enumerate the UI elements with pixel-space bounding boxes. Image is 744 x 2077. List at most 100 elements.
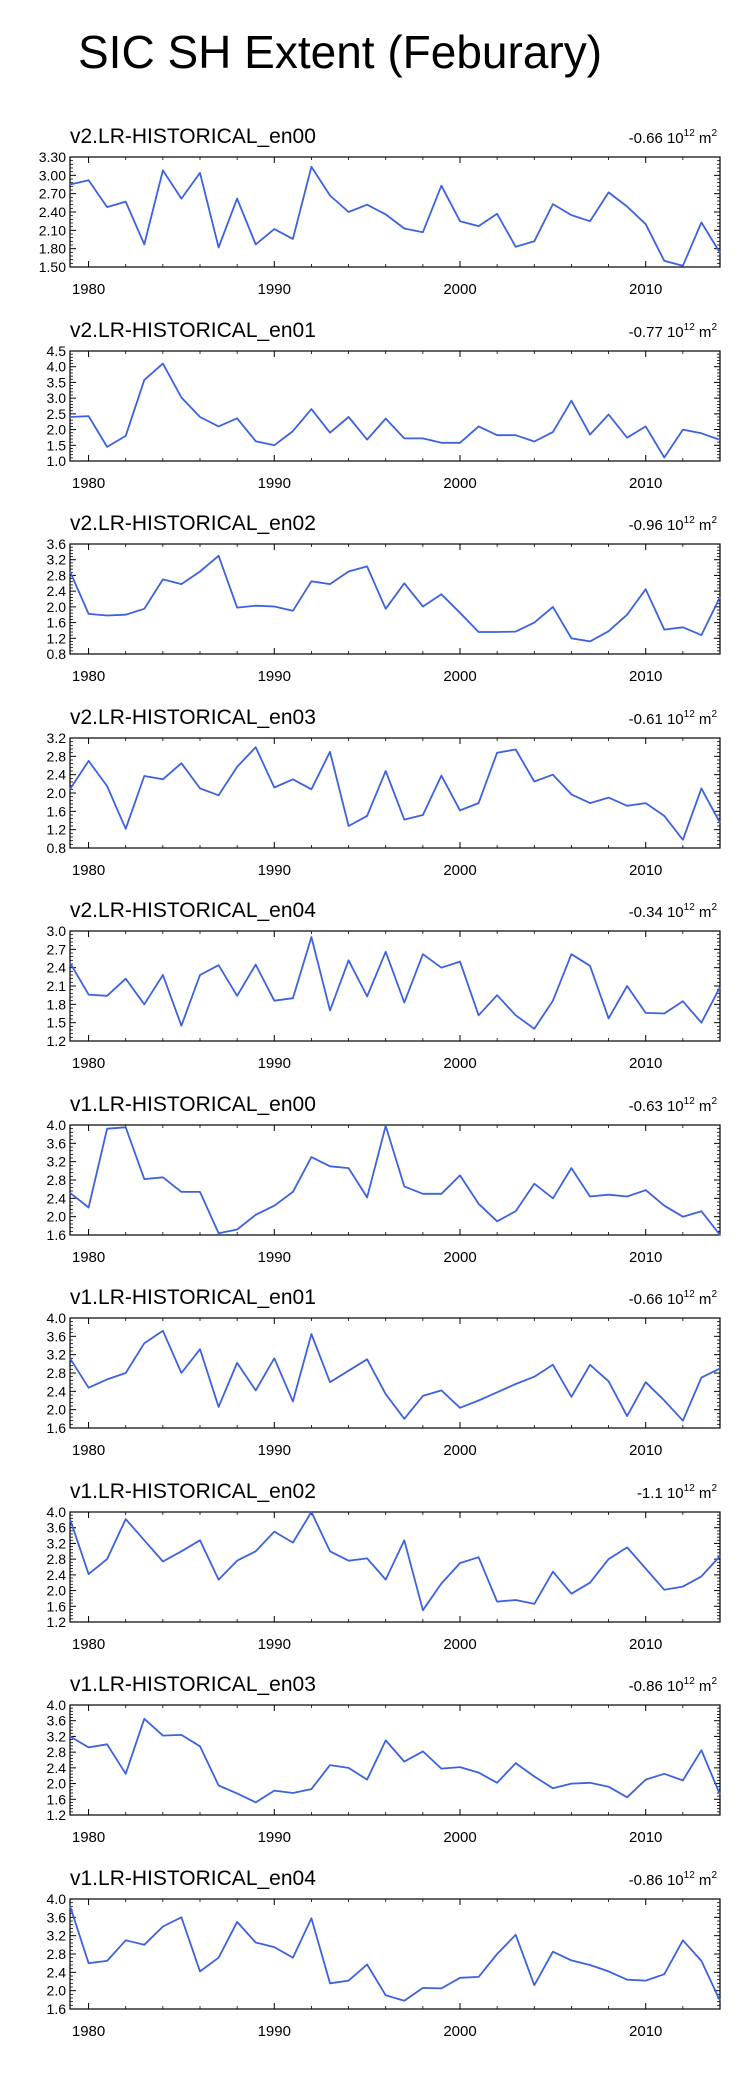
y-tick-label: 1.6: [47, 1791, 67, 1807]
x-tick-label: 1990: [258, 281, 291, 298]
y-tick-label: 2.0: [47, 1402, 67, 1418]
y-tick-label: 1.8: [47, 996, 67, 1012]
y-tick-label: 0.8: [47, 646, 67, 662]
panel-title: v1.LR-HISTORICAL_en02: [70, 1480, 316, 1503]
x-tick-label: 1990: [258, 1055, 291, 1072]
y-tick-label: 2.40: [39, 204, 66, 220]
y-tick-label: 2.0: [47, 422, 67, 438]
y-tick-label: 2.4: [47, 960, 67, 976]
trend-label: -0.77 1012 m2: [629, 322, 718, 341]
y-tick-label: 3.30: [39, 149, 66, 165]
x-tick-label: 2000: [443, 1055, 476, 1072]
x-tick-label: 2000: [443, 2023, 476, 2040]
x-tick-label: 2000: [443, 475, 476, 492]
y-tick-label: 3.2: [47, 730, 67, 746]
y-tick-label: 4.0: [47, 1504, 67, 1520]
y-tick-label: 3.2: [47, 1154, 67, 1170]
y-tick-label: 2.4: [47, 767, 67, 783]
plot-frame: [70, 544, 720, 654]
y-tick-label: 3.2: [47, 552, 67, 568]
y-tick-label: 2.0: [47, 785, 67, 801]
y-tick-label: 3.2: [47, 1928, 67, 1944]
y-tick-label: 1.2: [47, 1033, 67, 1049]
y-tick-label: 1.6: [47, 1420, 67, 1436]
y-tick-label: 1.6: [47, 803, 67, 819]
x-tick-label: 1990: [258, 1829, 291, 1846]
y-tick-label: 2.0: [47, 1583, 67, 1599]
x-tick-label: 2010: [629, 1249, 662, 1266]
y-tick-label: 1.2: [47, 1614, 67, 1630]
chart-panel-7: v1.LR-HISTORICAL_en02-1.1 1012 m21.21.62…: [47, 1480, 720, 1653]
chart-panel-5: v1.LR-HISTORICAL_en00-0.63 1012 m21.62.0…: [47, 1093, 720, 1266]
y-tick-label: 3.6: [47, 1713, 67, 1729]
series-line: [70, 167, 720, 266]
x-tick-label: 1990: [258, 1249, 291, 1266]
x-tick-label: 2000: [443, 1636, 476, 1653]
panel-title: v2.LR-HISTORICAL_en03: [70, 706, 316, 729]
y-tick-label: 2.0: [47, 1776, 67, 1792]
y-tick-label: 2.8: [47, 567, 67, 583]
x-tick-label: 2010: [629, 1829, 662, 1846]
y-tick-label: 3.0: [47, 390, 67, 406]
y-tick-label: 1.50: [39, 259, 66, 275]
x-tick-label: 2010: [629, 1636, 662, 1653]
chart-panel-3: v2.LR-HISTORICAL_en03-0.61 1012 m20.81.2…: [47, 706, 720, 879]
panel-title: v2.LR-HISTORICAL_en01: [70, 319, 316, 342]
trend-label: -1.1 1012 m2: [637, 1483, 718, 1502]
chart-panel-6: v1.LR-HISTORICAL_en01-0.66 1012 m21.62.0…: [47, 1286, 720, 1459]
y-tick-label: 3.6: [47, 1909, 67, 1925]
y-tick-label: 2.1: [47, 978, 67, 994]
y-tick-label: 1.2: [47, 1807, 67, 1823]
y-tick-label: 3.6: [47, 1328, 67, 1344]
y-tick-label: 2.0: [47, 1209, 67, 1225]
series-line: [70, 1719, 720, 1803]
trend-label: -0.63 1012 m2: [629, 1096, 718, 1115]
y-tick-label: 3.6: [47, 1520, 67, 1536]
y-tick-label: 2.4: [47, 1383, 67, 1399]
series-line: [70, 1331, 720, 1421]
x-tick-label: 1990: [258, 1636, 291, 1653]
chart-panel-4: v2.LR-HISTORICAL_en04-0.34 1012 m21.21.5…: [47, 899, 720, 1072]
x-tick-label: 2000: [443, 1442, 476, 1459]
x-tick-label: 1990: [258, 668, 291, 685]
x-tick-label: 2010: [629, 2023, 662, 2040]
y-tick-label: 2.8: [47, 1172, 67, 1188]
series-line: [70, 1906, 720, 2001]
x-tick-label: 1980: [72, 862, 105, 879]
x-tick-label: 2000: [443, 281, 476, 298]
y-tick-label: 3.0: [47, 923, 67, 939]
x-tick-label: 1980: [72, 1249, 105, 1266]
y-tick-label: 3.2: [47, 1728, 67, 1744]
y-tick-label: 2.7: [47, 941, 67, 957]
x-tick-label: 2000: [443, 1249, 476, 1266]
y-tick-label: 1.80: [39, 241, 66, 257]
trend-label: -0.66 1012 m2: [629, 128, 718, 147]
y-tick-label: 2.8: [47, 1365, 67, 1381]
trend-label: -0.66 1012 m2: [629, 1289, 718, 1308]
y-tick-label: 4.0: [47, 1117, 67, 1133]
y-tick-label: 2.8: [47, 1946, 67, 1962]
plot-frame: [70, 351, 720, 461]
y-tick-label: 4.5: [47, 343, 67, 359]
trend-label: -0.61 1012 m2: [629, 709, 718, 728]
y-tick-label: 2.4: [47, 1567, 67, 1583]
x-tick-label: 2000: [443, 668, 476, 685]
y-tick-label: 4.0: [47, 1891, 67, 1907]
x-tick-label: 1980: [72, 1442, 105, 1459]
panel-title: v1.LR-HISTORICAL_en04: [70, 1867, 316, 1890]
y-tick-label: 1.0: [47, 453, 67, 469]
y-tick-label: 3.2: [47, 1347, 67, 1363]
panel-title: v2.LR-HISTORICAL_en02: [70, 512, 316, 535]
series-line: [70, 937, 720, 1029]
chart-panel-1: v2.LR-HISTORICAL_en01-0.77 1012 m21.01.5…: [47, 319, 720, 492]
y-tick-label: 3.5: [47, 374, 67, 390]
trend-label: -0.86 1012 m2: [629, 1676, 718, 1695]
y-tick-label: 3.00: [39, 167, 66, 183]
x-tick-label: 2010: [629, 862, 662, 879]
y-tick-label: 1.6: [47, 1227, 67, 1243]
chart-panel-2: v2.LR-HISTORICAL_en02-0.96 1012 m20.81.2…: [47, 512, 720, 685]
x-tick-label: 2010: [629, 1442, 662, 1459]
y-tick-label: 4.0: [47, 1697, 67, 1713]
y-tick-label: 2.8: [47, 1551, 67, 1567]
